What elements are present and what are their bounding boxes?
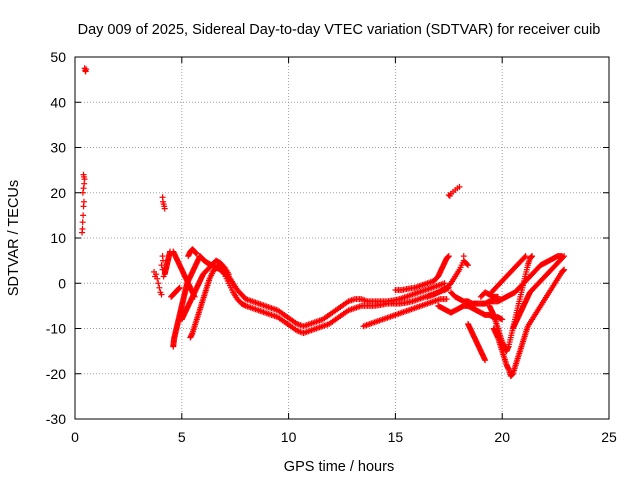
data-point — [83, 66, 90, 73]
x-tick-label: 5 — [178, 429, 186, 445]
data-point — [158, 262, 165, 269]
data-point — [156, 284, 163, 291]
y-tick-label: 0 — [58, 275, 66, 291]
data-point — [494, 293, 501, 300]
data-point — [155, 280, 162, 287]
data-point — [225, 271, 232, 278]
data-point — [161, 205, 168, 212]
y-axis-label: SDTVAR / TECUs — [6, 180, 22, 296]
data-point — [561, 253, 568, 260]
data-point — [529, 253, 536, 260]
data-point — [152, 273, 159, 280]
x-tick-label: 0 — [71, 429, 79, 445]
y-tick-label: -30 — [46, 411, 66, 427]
data-point — [80, 203, 87, 210]
axis-ticks: 0 5 10 15 20 25 -30 -20 -10 0 10 20 30 40 50 — [46, 49, 617, 445]
y-tick-label: 20 — [50, 185, 66, 201]
data-point — [80, 212, 87, 219]
data-point — [560, 254, 567, 261]
y-tick-label: 40 — [50, 94, 66, 110]
data-point — [463, 261, 470, 268]
data-point — [167, 248, 174, 255]
data-point — [443, 296, 450, 303]
x-axis-label: GPS time / hours — [284, 459, 394, 475]
data-point — [465, 262, 472, 269]
data-point — [499, 316, 506, 323]
data-point — [445, 253, 452, 260]
data-point — [158, 291, 165, 298]
x-tick-label: 10 — [281, 429, 297, 445]
data-point — [79, 219, 86, 226]
x-tick-label: 15 — [388, 429, 404, 445]
data-point — [441, 280, 448, 287]
chart-title: Day 009 of 2025, Sidereal Day-to-day VTE… — [78, 22, 601, 38]
data-point — [446, 192, 453, 199]
data-point — [561, 266, 568, 273]
x-tick-label: 20 — [494, 429, 510, 445]
y-tick-label: 50 — [50, 49, 66, 65]
data-point — [80, 185, 87, 192]
data-point — [482, 357, 489, 364]
data-point — [193, 250, 200, 257]
data-point — [81, 180, 88, 187]
data-point — [151, 268, 158, 275]
data-points — [79, 65, 568, 380]
y-tick-label: -10 — [46, 321, 66, 337]
y-tick-label: 30 — [50, 140, 66, 156]
data-point — [521, 254, 528, 261]
y-tick-label: 10 — [50, 230, 66, 246]
y-tick-label: -20 — [46, 366, 66, 382]
data-point — [191, 293, 198, 300]
grid-lines — [75, 57, 609, 419]
x-tick-label: 25 — [601, 429, 617, 445]
data-point — [176, 284, 183, 291]
data-point — [522, 253, 529, 260]
data-point — [79, 229, 86, 236]
data-point — [456, 183, 463, 190]
